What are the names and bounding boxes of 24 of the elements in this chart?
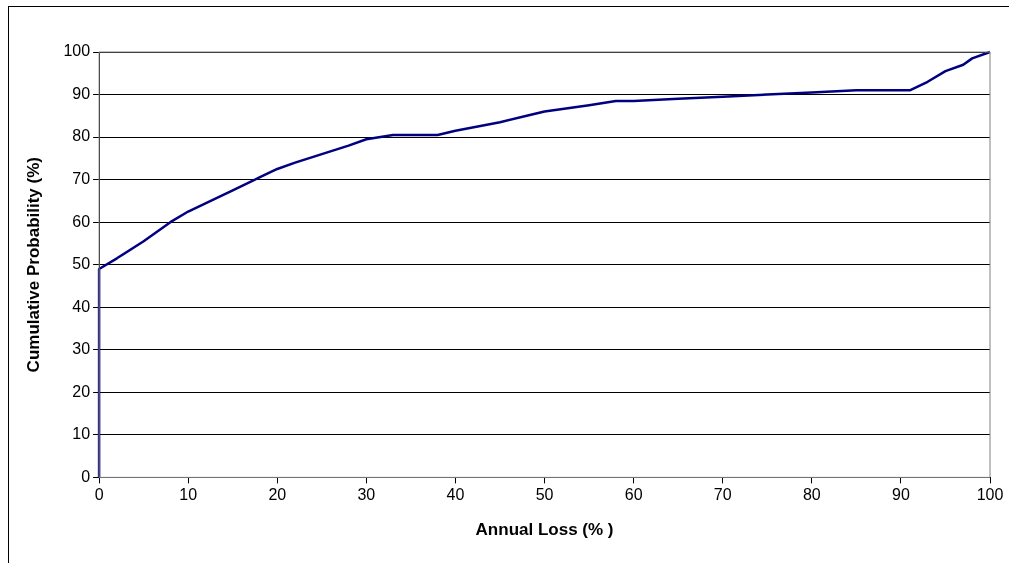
x-tick-label: 50 [535,486,554,504]
y-tick-label: 40 [72,297,91,315]
x-tick-label: 10 [179,486,198,504]
y-tick-label: 20 [72,382,91,400]
y-tick-label: 70 [72,170,91,188]
y-tick-label: 0 [81,467,91,485]
y-tick-label: 60 [72,212,91,230]
x-tick-label: 0 [94,486,104,504]
x-tick-label: 60 [624,486,643,504]
y-tick-label: 80 [72,127,91,145]
x-tick-label: 70 [713,486,732,504]
y-axis-title: Cumulative Probability (%) [23,157,43,373]
x-tick-label: 20 [268,486,287,504]
x-tick-label: 100 [976,486,1004,504]
x-tick-label: 80 [802,486,821,504]
y-tick-label: 100 [63,42,91,60]
x-tick-label: 30 [357,486,376,504]
x-axis-title: Annual Loss (% ) [475,520,614,540]
x-tick-label: 40 [446,486,465,504]
y-tick-label: 50 [72,255,91,273]
x-tick-label: 90 [892,486,910,504]
y-tick-label: 10 [72,425,91,443]
y-tick-label: 30 [72,340,91,358]
y-tick-label: 90 [72,84,91,102]
